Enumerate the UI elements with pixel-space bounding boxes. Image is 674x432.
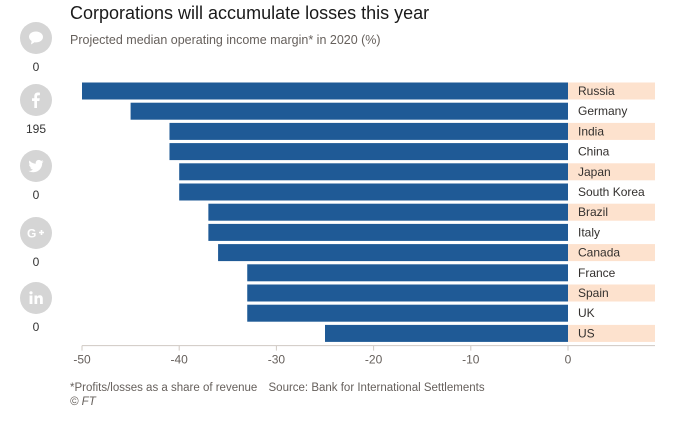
chart-subtitle: Projected median operating income margin…	[70, 33, 381, 47]
svg-text:G: G	[27, 227, 36, 241]
bar-china	[169, 143, 569, 161]
share-item-twitter: 0	[18, 150, 54, 202]
bar-germany	[130, 102, 568, 120]
twitter-count: 0	[32, 188, 40, 202]
bar-brazil	[208, 203, 569, 221]
label-band	[568, 122, 655, 140]
share-item-facebook: 195	[18, 84, 54, 136]
comment-button[interactable]	[20, 22, 52, 54]
googleplus-share-button[interactable]: G	[20, 217, 52, 249]
googleplus-count: 0	[32, 255, 40, 269]
chart-title: Corporations will accumulate losses this…	[70, 3, 430, 23]
bar-india	[169, 122, 569, 140]
category-label: Germany	[578, 104, 627, 118]
footnote-source: Source: Bank for International Settlemen…	[268, 382, 485, 394]
category-label: Spain	[578, 286, 609, 300]
copyright: © FT	[70, 396, 96, 408]
twitter-icon	[28, 159, 44, 173]
category-label: France	[578, 266, 616, 280]
label-band	[568, 324, 655, 342]
footnote-note: *Profits/losses as a share of revenue	[70, 382, 258, 394]
label-band	[568, 203, 655, 221]
speech-bubble-icon	[29, 31, 43, 45]
bar-us	[325, 324, 568, 342]
bar-spain	[247, 284, 569, 302]
category-label: India	[578, 124, 604, 138]
chart-footnote: *Profits/losses as a share of revenue So…	[70, 381, 485, 409]
linkedin-share-button[interactable]	[20, 282, 52, 314]
category-label: China	[578, 145, 610, 159]
category-label: Brazil	[578, 205, 608, 219]
label-band	[568, 163, 655, 181]
x-tick-label: 0	[565, 353, 572, 367]
linkedin-icon	[29, 291, 43, 304]
category-label: US	[578, 326, 595, 340]
facebook-share-button[interactable]	[20, 84, 52, 116]
x-tick-label: -10	[462, 353, 480, 367]
bar-uk	[247, 304, 569, 322]
share-rail: 0 195 0 G 0	[0, 0, 70, 432]
share-item-comment: 0	[18, 22, 54, 74]
label-band	[568, 284, 655, 302]
bar-france	[247, 264, 569, 282]
share-item-googleplus: G 0	[18, 217, 54, 269]
x-tick-label: -30	[268, 353, 286, 367]
category-label: Canada	[578, 246, 620, 260]
twitter-share-button[interactable]	[20, 150, 52, 182]
google-plus-icon: G	[27, 227, 44, 241]
category-label: UK	[578, 306, 595, 320]
bar-russia	[82, 82, 568, 100]
x-tick-label: -40	[171, 353, 189, 367]
x-tick-label: -20	[365, 353, 383, 367]
linkedin-count: 0	[32, 320, 40, 334]
bar-canada	[218, 244, 568, 262]
bar-south-korea	[179, 183, 568, 201]
share-item-linkedin: 0	[18, 282, 54, 334]
facebook-count: 195	[25, 122, 47, 136]
facebook-icon	[32, 92, 40, 108]
category-label: South Korea	[578, 185, 645, 199]
label-band	[568, 82, 655, 100]
category-label: Russia	[578, 84, 615, 98]
comment-count: 0	[32, 60, 40, 74]
label-band	[568, 244, 655, 262]
bar-italy	[208, 223, 569, 241]
x-tick-label: -50	[73, 353, 91, 367]
category-label: Italy	[578, 225, 600, 239]
bar-japan	[179, 163, 568, 181]
category-label: Japan	[578, 165, 611, 179]
